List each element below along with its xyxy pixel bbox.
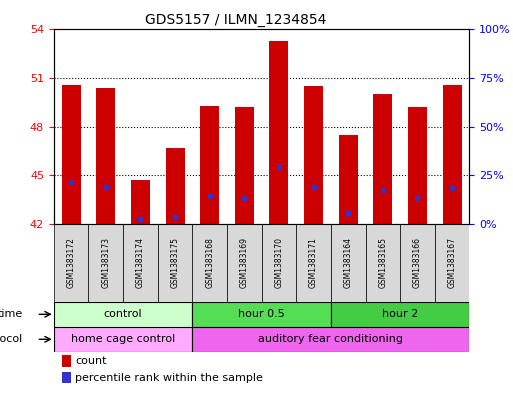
Text: GSM1383171: GSM1383171 [309, 237, 318, 288]
Bar [331, 224, 365, 302]
Text: GSM1383174: GSM1383174 [136, 237, 145, 288]
Bar [269, 41, 288, 224]
Bar [443, 84, 462, 224]
Text: GSM1383164: GSM1383164 [344, 237, 353, 288]
Text: GSM1383173: GSM1383173 [101, 237, 110, 288]
Text: GSM1383168: GSM1383168 [205, 237, 214, 288]
Text: GDS5157 / ILMN_1234854: GDS5157 / ILMN_1234854 [145, 13, 327, 27]
Bar [192, 302, 331, 327]
Bar [235, 107, 254, 224]
Bar [54, 224, 88, 302]
Bar [408, 107, 427, 224]
Bar [192, 327, 469, 352]
Text: GSM1383170: GSM1383170 [274, 237, 284, 288]
Bar [62, 84, 81, 224]
Bar [200, 106, 219, 224]
Bar [339, 135, 358, 224]
Bar [96, 88, 115, 224]
Text: auditory fear conditioning: auditory fear conditioning [259, 334, 403, 344]
Bar [262, 224, 296, 302]
Bar [296, 224, 331, 302]
Text: GSM1383167: GSM1383167 [447, 237, 457, 288]
Text: GSM1383166: GSM1383166 [413, 237, 422, 288]
Bar [123, 224, 158, 302]
Bar [365, 224, 400, 302]
Bar [227, 224, 262, 302]
Text: control: control [104, 309, 143, 319]
Bar [158, 224, 192, 302]
Text: GSM1383169: GSM1383169 [240, 237, 249, 288]
Bar [400, 224, 435, 302]
Bar [131, 180, 150, 224]
Bar [331, 302, 469, 327]
Text: time: time [0, 309, 23, 319]
Bar [62, 355, 71, 367]
Bar [373, 94, 392, 224]
Bar [192, 224, 227, 302]
Text: hour 2: hour 2 [382, 309, 418, 319]
Text: hour 0.5: hour 0.5 [238, 309, 285, 319]
Text: percentile rank within the sample: percentile rank within the sample [75, 373, 263, 383]
Bar [54, 302, 192, 327]
Bar [166, 148, 185, 224]
Bar [54, 327, 192, 352]
Text: GSM1383165: GSM1383165 [378, 237, 387, 288]
Bar [304, 86, 323, 224]
Bar [62, 372, 71, 384]
Text: count: count [75, 356, 107, 366]
Text: home cage control: home cage control [71, 334, 175, 344]
Text: protocol: protocol [0, 334, 23, 344]
Text: GSM1383175: GSM1383175 [170, 237, 180, 288]
Text: GSM1383172: GSM1383172 [67, 237, 76, 288]
Bar [88, 224, 123, 302]
Bar [435, 224, 469, 302]
